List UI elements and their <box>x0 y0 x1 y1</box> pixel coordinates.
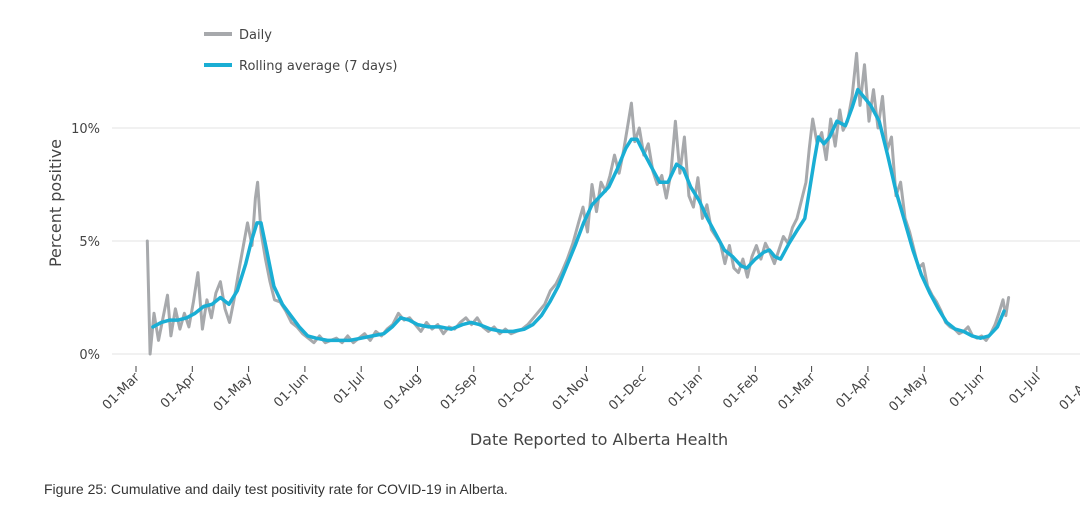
daily-series-line <box>145 51 1011 356</box>
legend: Daily Rolling average (7 days) <box>204 28 397 74</box>
x-tick-label: 01-Aug <box>1057 370 1080 413</box>
y-tick-label: 5% <box>79 235 100 250</box>
y-axis-ticks: 0% 5% 10% <box>71 122 100 363</box>
x-tick-label: 01-Jun <box>947 370 988 411</box>
y-axis-title: Percent positive <box>46 139 65 267</box>
x-tick-label: 01-Oct <box>495 370 537 412</box>
x-tick-label: 01-Sep <box>438 370 481 413</box>
x-axis-ticks: 01-Mar 01-Apr 01-May 01-Jun 01-Jul 01-Aug 01-S… <box>100 366 1080 415</box>
x-tick-label: 01-Jul <box>1006 370 1043 407</box>
x-axis-title: Date Reported to Alberta Health <box>470 430 728 449</box>
legend-daily-label: Daily <box>239 28 272 43</box>
x-tick-label: 01-May <box>211 370 256 415</box>
x-tick-label: 01-May <box>886 370 931 415</box>
rolling-average-series-line <box>151 87 1006 343</box>
y-tick-label: 10% <box>71 122 100 137</box>
chart: 0%5%10% 01-Mar 01-Apr 01-May 01-Jun 01-Jul 01… <box>46 28 1080 449</box>
figure-caption: Figure 25: Cumulative and daily test pos… <box>44 481 508 497</box>
x-tick-label: 01-Mar <box>775 370 818 413</box>
x-tick-label: 01-Jun <box>271 370 312 411</box>
x-tick-label: 01-Jan <box>666 370 706 410</box>
x-tick-label: 01-Jul <box>331 370 368 407</box>
x-tick-label: 01-Dec <box>606 370 649 413</box>
plot-lines <box>145 51 1011 356</box>
legend-rolling-label: Rolling average (7 days) <box>239 59 397 74</box>
y-tick-label: 0% <box>79 348 100 363</box>
x-tick-label: 01-Apr <box>158 370 200 412</box>
x-tick-label: 01-Nov <box>550 370 594 414</box>
x-tick-label: 01-Apr <box>833 370 875 412</box>
x-tick-label: 01-Feb <box>720 370 762 412</box>
x-tick-label: 01-Aug <box>381 370 424 413</box>
x-tick-label: 01-Mar <box>100 370 143 413</box>
grid <box>112 127 1080 355</box>
